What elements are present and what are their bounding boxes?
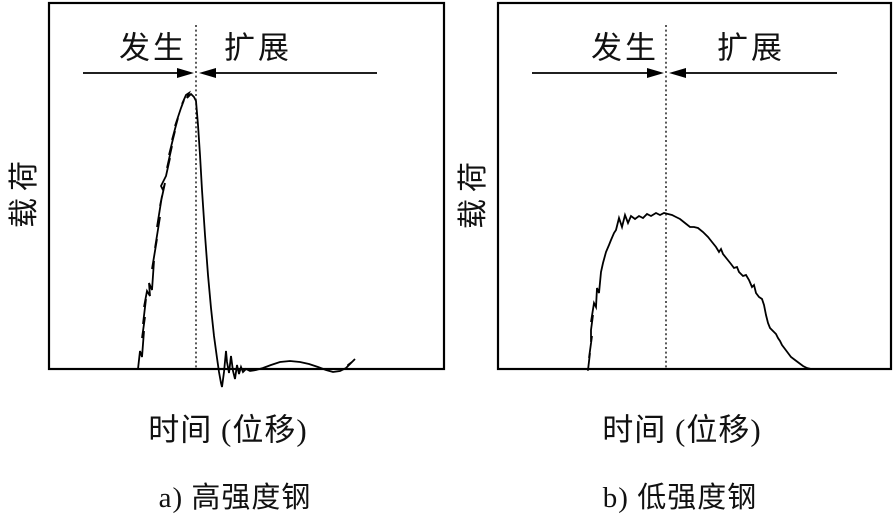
x-axis-label: 时间 (位移): [148, 412, 308, 448]
load-displacement-curve: [137, 90, 356, 388]
panel-caption: b) 低强度钢: [602, 482, 758, 514]
left-arrowhead-icon: [669, 68, 686, 78]
initiation-phase-label: 发生: [591, 30, 659, 66]
propagation-phase-label: 扩展: [717, 30, 785, 66]
y-axis-label: 载荷: [8, 154, 41, 228]
panel-caption: a) 高强度钢: [158, 482, 312, 514]
right-arrowhead-icon: [647, 68, 664, 78]
initiation-phase-label: 发生: [119, 30, 187, 66]
x-axis-label: 时间 (位移): [602, 412, 762, 448]
right-arrowhead-icon: [177, 68, 194, 78]
y-axis-label: 载荷: [457, 155, 490, 229]
panel-b: [496, 1, 893, 371]
propagation-phase-label: 扩展: [224, 30, 292, 66]
panel-a: [47, 1, 446, 388]
load-displacement-curve: [587, 211, 812, 371]
left-arrowhead-icon: [199, 68, 216, 78]
plot-frame: [496, 1, 893, 371]
